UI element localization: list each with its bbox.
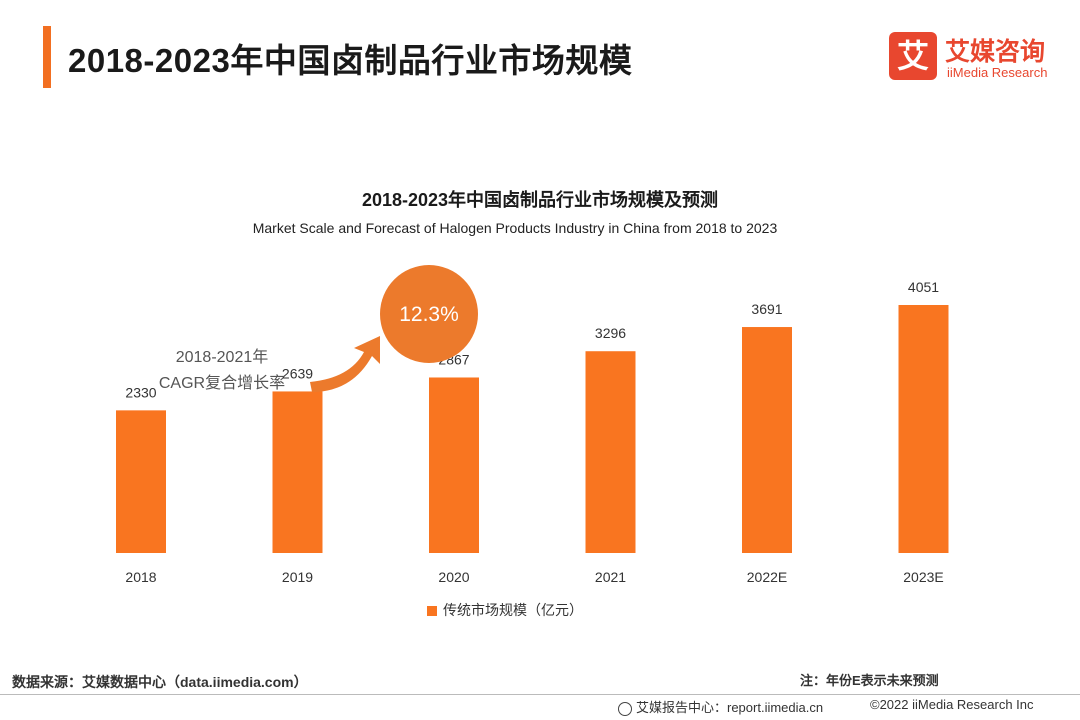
x-tick-2022E: 2022E: [747, 569, 787, 585]
x-tick-2023E: 2023E: [903, 569, 943, 585]
bar-2021: [585, 351, 636, 553]
cagr-label-line1: 2018-2021年: [176, 348, 269, 366]
legend-label: 传统市场规模（亿元）: [443, 602, 583, 618]
data-label-2019: 2639: [282, 365, 313, 381]
page-title: 2018-2023年中国卤制品行业市场规模: [68, 42, 633, 79]
cagr-arrow-icon: [310, 336, 380, 392]
brand-logo: 艾 艾媒咨询 iiMedia Research: [889, 32, 1059, 82]
globe-icon: [618, 701, 632, 716]
logo-cn-text: 艾媒咨询: [945, 38, 1046, 66]
report-center-text: 艾媒报告中心：report.iimedia.cn: [636, 700, 824, 715]
bar-2023E: [898, 305, 949, 553]
chart-subtitle: Market Scale and Forecast of Halogen Pro…: [252, 220, 778, 236]
bar-2019: [272, 391, 323, 553]
data-label-2021: 3296: [595, 325, 626, 341]
data-label-2022E: 3691: [751, 301, 782, 317]
data-label-2023E: 4051: [908, 279, 939, 295]
cagr-circle: [380, 265, 478, 363]
cagr-label-line2: CAGR复合增长率: [159, 374, 285, 392]
x-tick-2021: 2021: [595, 569, 626, 585]
chart-title: 2018-2023年中国卤制品行业市场规模及预测: [361, 190, 719, 210]
footer-divider: [0, 694, 1080, 695]
legend: 传统市场规模（亿元）: [427, 600, 583, 620]
bar-2022E: [742, 327, 792, 553]
x-tick-2020: 2020: [438, 569, 469, 585]
x-tick-2019: 2019: [282, 569, 313, 585]
bar-2020: [429, 377, 479, 553]
cagr-value: 12.3%: [399, 303, 459, 326]
report-center: 艾媒报告中心：report.iimedia.cn: [618, 697, 823, 716]
bar-2018: [116, 410, 166, 553]
logo-icon: 艾: [889, 32, 937, 80]
copyright: ©2022 iiMedia Research Inc: [870, 697, 1034, 712]
data-label-2018: 2330: [125, 384, 156, 400]
title-accent-bar: [43, 26, 51, 88]
x-tick-2018: 2018: [125, 569, 156, 585]
legend-swatch: [427, 606, 437, 617]
forecast-note: 注：年份E表示未来预测: [800, 673, 939, 688]
logo-en-text: iiMedia Research: [947, 65, 1048, 80]
data-source: 数据来源：艾媒数据中心（data.iimedia.com）: [12, 674, 308, 690]
